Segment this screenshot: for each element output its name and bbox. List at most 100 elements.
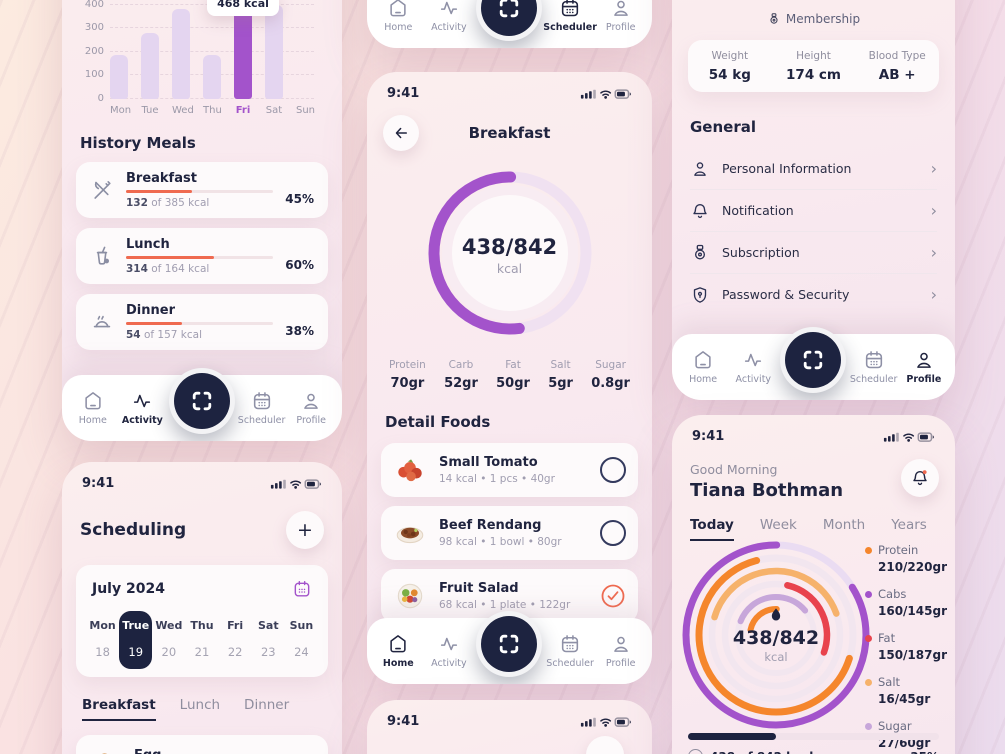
nav-home[interactable]: Home [680,349,726,385]
utensils-icon [94,181,111,199]
scan-button[interactable] [168,368,235,434]
menu-password-security[interactable]: Password & Security › [690,274,937,315]
scan-button[interactable] [780,327,847,393]
partial-button[interactable] [586,736,624,754]
tab-today[interactable]: Today [690,517,734,541]
day-cell[interactable]: Sat 23 [252,611,285,669]
status-bar: 9:41 [367,72,652,105]
menu-notification[interactable]: Notification › [690,190,937,232]
day-cell-selected[interactable]: True 19 [119,611,153,669]
menu-label: Notification [722,203,794,218]
nav-home[interactable]: Home [375,633,421,669]
nav-activity[interactable]: Activity [119,390,165,426]
medal-icon [770,13,778,24]
ring-arc [708,567,844,703]
nav-activity[interactable]: Activity [426,633,472,669]
scheduled-item-egg[interactable]: Egg 248 kcal • 3 grains • 30gr ⋯ [76,735,328,754]
screen-activity: 468 kcal 0 100 200 300 400 Mon Tue Wed Thu Fri Sa… [62,0,342,441]
notifications-button[interactable] [901,459,939,497]
nav-profile[interactable]: Profile [598,0,644,33]
bottom-nav: Home Activity Scheduler Profile [62,368,342,441]
tab-month[interactable]: Month [822,517,866,533]
nav-activity[interactable]: Activity [730,349,776,385]
meal-card-lunch[interactable]: Lunch 314 of 164 kcal 60% [76,228,328,284]
rings-legend: Protein 210/220gr Cabs 160/145gr Fat 150… [865,543,947,750]
nav-label: Scheduler [543,22,597,33]
scan-button[interactable] [476,611,543,677]
nav-home[interactable]: Home [70,390,116,426]
nav-profile[interactable]: Profile [598,633,644,669]
day-cell[interactable]: Thu 21 [185,611,218,669]
subscription-medal-icon [695,244,705,259]
nav-scheduler[interactable]: Scheduler [543,0,597,33]
ring-arc [721,580,831,690]
membership-label: Membership [785,12,861,26]
screen-profile: Tiana Bothman Membership Weight 54 kg Hei… [672,0,955,400]
day-cell[interactable]: Mon 18 [86,611,119,669]
legend-label: Cabs [878,587,907,601]
meal-name: Lunch [126,237,170,252]
status-time: 9:41 [692,429,725,444]
scan-icon [500,634,519,654]
nav-activity[interactable]: Activity [426,0,472,33]
nav-scheduler[interactable]: Scheduler [546,633,594,669]
screen-home-dashboard: 9:41 Good Morning Tiana Bothman Today We… [672,415,955,754]
meal-target: of 157 kcal [140,329,203,341]
food-card-beef-rendang[interactable]: Beef Rendang 98 kcal • 1 bowl • 80gr [381,506,638,560]
meal-sub: 132 of 385 kcal [126,197,273,209]
tab-dinner[interactable]: Dinner [244,697,290,713]
day-name: Thu [190,619,214,632]
stat-label: Blood Type [868,49,926,62]
menu-label: Subscription [722,245,800,260]
day-cell[interactable]: Fri 22 [219,611,252,669]
nav-scheduler[interactable]: Scheduler [238,390,285,426]
menu-personal-information[interactable]: Personal Information › [690,148,937,190]
status-time: 9:41 [387,86,420,101]
tab-week[interactable]: Week [759,517,797,533]
nav-home[interactable]: Home [375,0,421,33]
add-schedule-button[interactable]: + [286,511,324,549]
food-card-small-tomato[interactable]: Small Tomato 14 kcal • 1 pcs • 40gr [381,443,638,497]
profile-icon [917,352,931,368]
general-section-title: General [690,118,756,136]
meal-percent: 38% [285,324,314,338]
chart-bar [172,9,190,99]
day-cell[interactable]: Wed 20 [152,611,185,669]
home-icon [390,0,406,17]
meal-progress-fill [126,256,215,259]
calendar-month: July 2024 [92,581,165,597]
meal-sub: 314 of 164 kcal [126,263,273,275]
tab-lunch[interactable]: Lunch [179,697,221,713]
nutrient-summary: Protein 70gr Carb 52gr Fat 50gr Salt 5gr Sug… [389,359,630,391]
day-date: 24 [294,645,309,659]
nav-label: Home [384,22,413,33]
menu-subscription[interactable]: Subscription › [690,232,937,274]
nav-label: Profile [605,22,636,33]
status-time: 9:41 [387,714,420,729]
nav-label: Activity [431,22,467,33]
meal-card-dinner[interactable]: Dinner 54 of 157 kcal 38% [76,294,328,350]
back-button[interactable] [383,115,419,151]
day-cell[interactable]: Sun 24 [285,611,318,669]
summary-circle-icon [688,749,703,754]
scan-button[interactable] [476,0,543,41]
menu-label: Password & Security [722,287,850,302]
chart-bar [265,4,283,99]
nav-profile[interactable]: Profile [288,390,334,426]
bar-column [172,9,190,99]
meal-card-breakfast[interactable]: Breakfast 132 of 385 kcal 45% [76,162,328,218]
shield-lock-icon [693,286,707,303]
food-checkbox-unchecked[interactable] [600,457,626,483]
dinner-icon [93,315,111,328]
legend-salt: Salt 16/45gr [865,675,945,706]
nav-scheduler[interactable]: Scheduler [850,349,897,385]
tab-years[interactable]: Years [891,517,927,533]
food-checkbox-checked[interactable] [600,583,626,609]
nav-profile[interactable]: Profile [901,349,947,385]
calendar-picker-icon[interactable] [292,579,312,599]
tab-breakfast[interactable]: Breakfast [82,697,156,721]
food-checkbox-unchecked[interactable] [600,520,626,546]
nav-label: Profile [296,415,326,426]
bottom-nav: Home Activity Scheduler Profile [367,0,652,48]
period-tabs: Today Week Month Years [690,517,937,541]
